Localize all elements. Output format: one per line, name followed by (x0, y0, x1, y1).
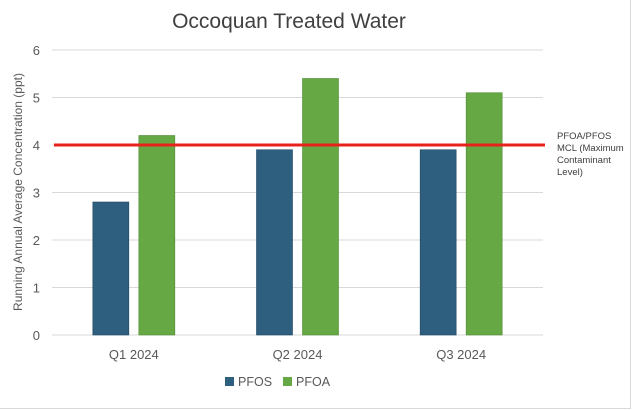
y-tick-label: 3 (33, 186, 40, 201)
y-tick-label: 1 (33, 281, 40, 296)
bar-pfoa (138, 135, 176, 336)
bar-pfos (92, 201, 130, 336)
x-tick-label: Q1 2024 (109, 347, 159, 362)
chart-title: Occoquan Treated Water (172, 10, 406, 33)
bar-pfoa (465, 92, 503, 336)
bar-pfos (256, 149, 293, 336)
y-tick-label: 6 (33, 43, 40, 58)
y-tick-label: 5 (33, 91, 40, 106)
x-tick-label: Q2 2024 (273, 347, 323, 362)
y-axis-label: Running Annual Average Concentration (pp… (11, 73, 25, 311)
y-tick-label: 4 (33, 138, 40, 153)
bar-pfoa (302, 78, 339, 336)
legend-swatch-pfoa (283, 377, 292, 386)
y-tick-label: 0 (33, 328, 40, 343)
legend-label-pfos: PFOS (238, 375, 272, 389)
legend-label-pfoa: PFOA (296, 375, 331, 389)
bar-pfos (419, 149, 457, 336)
y-tick-label: 2 (33, 233, 40, 248)
mcl-label: PFOA/PFOS MCL (Maximum Contaminant Level) (557, 131, 624, 178)
x-tick-label: Q3 2024 (436, 347, 486, 362)
legend-swatch-pfos (225, 377, 234, 386)
